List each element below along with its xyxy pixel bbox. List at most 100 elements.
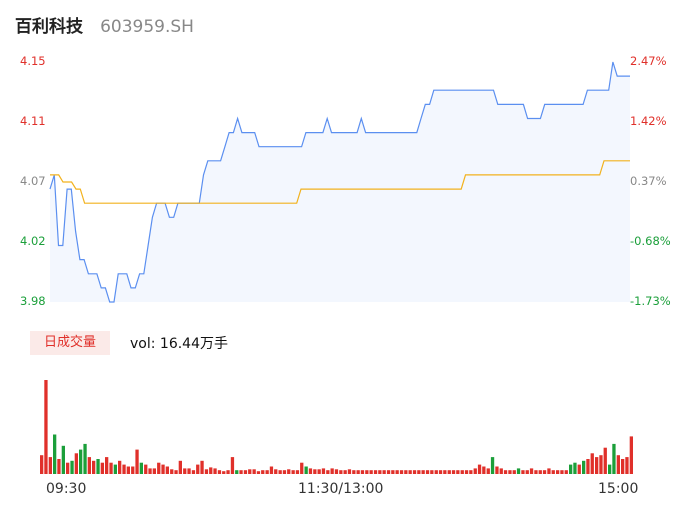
volume-bar — [304, 466, 308, 474]
x-tick: 09:30 — [46, 481, 87, 497]
y-right-tick: 1.42% — [630, 114, 667, 128]
volume-bar — [87, 457, 91, 474]
y-left-tick: 4.07 — [20, 174, 46, 188]
stock-code: 603959.SH — [100, 17, 194, 37]
volume-bar — [161, 464, 165, 474]
volume-bar — [79, 449, 83, 474]
volume-bar — [603, 447, 607, 474]
volume-bar — [152, 468, 156, 474]
volume-bar — [352, 470, 356, 474]
volume-bar — [577, 464, 581, 474]
volume-bar — [291, 470, 295, 474]
volume-bar — [248, 469, 252, 474]
volume-bar — [412, 470, 417, 474]
volume-bar — [40, 455, 44, 474]
volume-bar — [326, 470, 330, 474]
volume-bar — [612, 443, 616, 474]
volume-bar — [92, 460, 96, 474]
volume-bar — [373, 470, 378, 474]
stock-header: 百利科技 603959.SH — [15, 12, 194, 40]
volume-bar — [495, 466, 499, 474]
volume-bar — [477, 464, 482, 474]
volume-bar — [278, 470, 282, 474]
volume-bar — [57, 459, 61, 474]
avg-price-line — [50, 160, 630, 204]
volume-bar — [317, 469, 321, 474]
x-tick: 15:00 — [598, 481, 639, 497]
volume-bar — [339, 470, 343, 474]
volume-bar — [313, 469, 317, 474]
volume-bar — [109, 462, 113, 474]
volume-bar — [516, 468, 521, 474]
volume-bar — [243, 470, 248, 474]
volume-bar — [282, 470, 287, 474]
volume-bar — [582, 460, 586, 474]
volume-bar — [534, 470, 538, 474]
volume-bar — [196, 464, 200, 474]
volume-bar — [521, 470, 525, 474]
volume-bar — [499, 468, 503, 474]
volume-bar — [139, 462, 143, 474]
volume-value: vol: 16.44万手 — [130, 336, 228, 352]
volume-bar — [256, 471, 261, 474]
volume-bar — [330, 468, 334, 474]
volume-bar — [464, 470, 469, 474]
volume-bar — [538, 470, 542, 474]
volume-bar — [105, 457, 109, 474]
volume-bar — [386, 470, 391, 474]
volume-bar — [118, 460, 122, 474]
volume-bar — [131, 466, 135, 474]
volume-bar — [399, 470, 404, 474]
volume-bar — [183, 468, 187, 474]
volume-bar — [473, 468, 477, 474]
volume-bar — [408, 470, 412, 474]
volume-bar — [135, 449, 139, 474]
volume-tab[interactable]: 日成交量 — [30, 331, 110, 355]
y-right-tick: 2.47% — [630, 54, 667, 68]
volume-bar — [66, 462, 70, 474]
volume-bar — [438, 470, 443, 474]
volume-bar — [486, 468, 490, 474]
volume-bar — [261, 470, 265, 474]
stock-name: 百利科技 — [15, 17, 83, 37]
y-left-tick: 4.02 — [20, 234, 46, 248]
volume-bar — [48, 457, 52, 474]
y-right-tick: -1.73% — [630, 294, 671, 308]
volume-bar — [451, 470, 456, 474]
volume-bar — [334, 469, 339, 474]
volume-bar — [551, 470, 555, 474]
volume-bar — [360, 470, 365, 474]
volume-bar — [170, 469, 174, 474]
volume-bar — [599, 455, 603, 474]
volume-bar — [421, 470, 425, 474]
volume-bar — [512, 470, 516, 474]
volume-bar — [126, 466, 130, 474]
y-left-tick: 4.15 — [20, 54, 46, 68]
volume-bar — [61, 445, 65, 474]
volume-bar — [213, 468, 217, 474]
volume-bar — [616, 455, 620, 474]
volume-bar — [356, 470, 360, 474]
volume-bar — [230, 457, 235, 474]
volume-bar — [469, 470, 473, 474]
price-area — [50, 62, 630, 302]
volume-bar — [321, 468, 326, 474]
volume-bar — [144, 464, 148, 474]
volume-bar — [573, 462, 577, 474]
volume-bar — [222, 471, 226, 474]
volume-bar — [625, 457, 629, 474]
volume-bar — [226, 470, 230, 474]
volume-bar — [191, 470, 196, 474]
volume-bar — [608, 464, 612, 474]
volume-bar — [365, 470, 369, 474]
volume-bar — [239, 470, 243, 474]
volume-bar — [430, 470, 434, 474]
volume-bar — [113, 464, 117, 474]
volume-bar — [395, 470, 399, 474]
volume-bar — [369, 470, 373, 474]
volume-bar — [456, 470, 460, 474]
volume-bar — [295, 470, 300, 474]
volume-bar — [269, 466, 274, 474]
volume-bar — [590, 453, 594, 474]
